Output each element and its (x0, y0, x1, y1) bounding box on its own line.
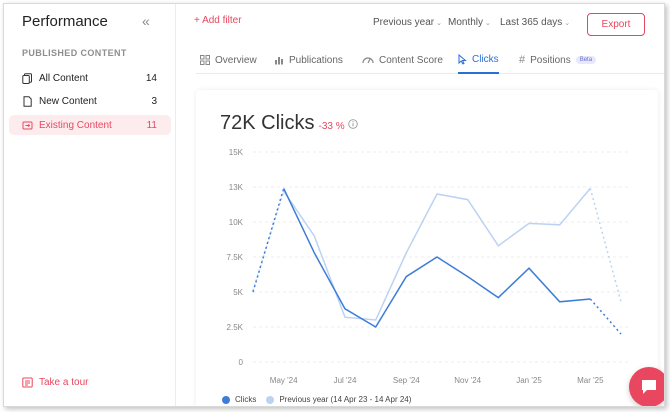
tab-overview[interactable]: Overview (200, 46, 257, 74)
clicks-chart-card: 72K Clicks -33 % 0 2.5K 5K 7.5K 10K 13K 15K May … (196, 90, 658, 406)
sidebar-item-count: 3 (151, 95, 157, 107)
legend-item-previous-year[interactable]: Previous year (14 Apr 23 - 14 Apr 24) (266, 395, 411, 404)
chevron-down-icon: ⌄ (485, 20, 491, 27)
y-tick-label: 2.5K (227, 323, 244, 332)
series-line-clicks (283, 188, 591, 329)
tab-content-score[interactable]: Content Score (362, 46, 443, 74)
app-window: Performance « PUBLISHED CONTENT All Cont… (3, 3, 665, 407)
sidebar-item-count: 11 (146, 119, 157, 131)
compare-dropdown[interactable]: Previous year ⌄ (373, 17, 442, 28)
y-tick-label: 0 (239, 358, 244, 367)
tour-label: Take a tour (39, 377, 89, 388)
series-partial-start (252, 190, 285, 291)
y-tick-label: 15K (229, 148, 244, 157)
tab-label: Overview (215, 54, 257, 66)
info-icon[interactable] (347, 118, 358, 129)
metric-headline: 72K Clicks -33 % (220, 112, 358, 135)
legend-label: Previous year (14 Apr 23 - 14 Apr 24) (279, 395, 412, 404)
series-line-previous-year (283, 187, 591, 321)
sidebar-item-label: New Content (39, 95, 97, 107)
x-tick-label: Nov '24 (454, 376, 481, 385)
tab-label: Content Score (379, 54, 443, 66)
y-tick-label: 13K (229, 183, 244, 192)
compare-value: Previous year (373, 17, 435, 28)
bar-chart-icon (274, 55, 284, 65)
tab-publications[interactable]: Publications (274, 46, 343, 74)
x-tick-label: Jan '25 (516, 376, 542, 385)
tab-label: Positions (530, 54, 571, 66)
series-partial-end (589, 188, 622, 302)
tab-label: Publications (289, 54, 343, 66)
granularity-dropdown[interactable]: Monthly ⌄ (448, 17, 491, 28)
tab-label: Clicks (472, 53, 499, 65)
beta-badge: Beta (575, 56, 597, 64)
chevron-down-icon: ⌄ (436, 20, 443, 27)
legend-item-clicks[interactable]: Clicks (222, 395, 256, 404)
x-tick-label: May '24 (270, 376, 298, 385)
export-button[interactable]: Export (587, 13, 645, 36)
sidebar-item-label: All Content (39, 72, 88, 84)
chevron-down-icon: ⌄ (564, 20, 571, 27)
sidebar: Performance « PUBLISHED CONTENT All Cont… (4, 4, 176, 406)
legend-label: Clicks (235, 395, 257, 404)
y-tick-label: 10K (229, 218, 244, 227)
clicks-line-chart: 0 2.5K 5K 7.5K 10K 13K 15K May '24 Jul '24 Sep '2… (227, 148, 631, 385)
series-partial-start (252, 188, 285, 293)
tour-icon (22, 377, 33, 388)
sidebar-item-new-content[interactable]: New Content 3 (9, 91, 171, 111)
hash-icon: # (519, 54, 526, 66)
sidebar-title: Performance (22, 13, 108, 30)
series-partial-end (589, 298, 622, 335)
document-icon (22, 95, 33, 107)
y-tick-label: 7.5K (227, 253, 244, 262)
tab-clicks[interactable]: Clicks (458, 46, 499, 74)
date-range-dropdown[interactable]: Last 365 days ⌄ (500, 17, 570, 28)
chat-support-button[interactable] (629, 367, 664, 406)
chart-legend: Clicks Previous year (14 Apr 23 - 14 Apr… (222, 395, 421, 404)
tab-bar: Overview Publications Content Score Clic… (196, 46, 664, 74)
add-filter-button[interactable]: + Add filter (194, 15, 242, 26)
metric-value: 72K Clicks (220, 112, 315, 134)
x-tick-label: Mar '25 (577, 376, 604, 385)
x-tick-label: Jul '24 (334, 376, 357, 385)
metric-change: -33 % (318, 121, 345, 132)
cursor-icon (458, 53, 467, 65)
sidebar-item-existing-content[interactable]: Existing Content 11 (9, 115, 171, 135)
x-tick-label: Sep '24 (393, 376, 420, 385)
legend-dot (266, 395, 275, 404)
collapse-sidebar-icon[interactable]: « (142, 13, 150, 29)
refresh-document-icon (22, 120, 33, 131)
date-range-value: Last 365 days (500, 17, 563, 28)
section-label: PUBLISHED CONTENT (22, 48, 127, 58)
tab-positions[interactable]: # Positions Beta (519, 46, 597, 74)
gauge-icon (362, 55, 374, 65)
sidebar-item-label: Existing Content (39, 119, 112, 131)
legend-dot (222, 395, 230, 404)
sidebar-item-all-content[interactable]: All Content 14 (9, 68, 171, 88)
grid-icon (200, 55, 210, 65)
chat-bubble-icon (642, 380, 656, 394)
granularity-value: Monthly (448, 17, 484, 28)
y-tick-label: 5K (233, 288, 243, 297)
sidebar-item-count: 14 (145, 72, 157, 84)
take-tour-link[interactable]: Take a tour (22, 377, 88, 388)
documents-icon (22, 72, 33, 84)
